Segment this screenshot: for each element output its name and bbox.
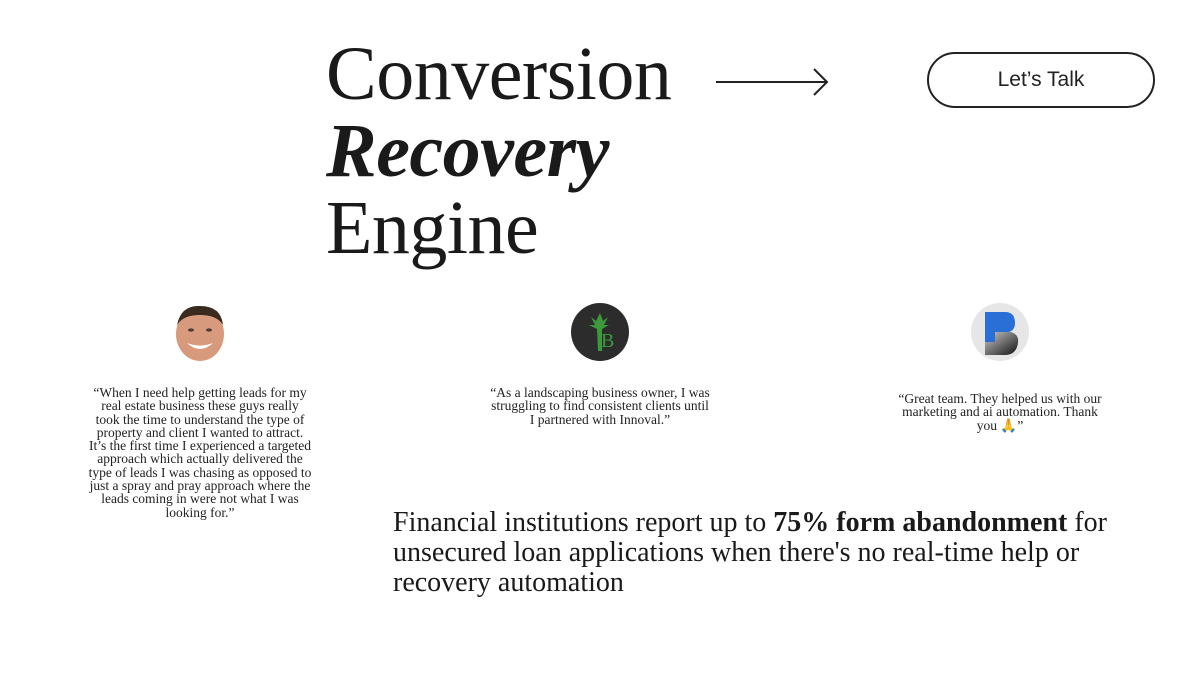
hero-title: Conversion Recovery Engine — [326, 32, 672, 270]
stat-text-after: for unsecured loan applications when the… — [393, 507, 1107, 598]
lets-talk-button[interactable]: Let’s Talk — [927, 52, 1155, 108]
hero-line-3: Engine — [326, 186, 539, 270]
avatar-person — [171, 303, 229, 361]
hero-line-1: Conversion — [326, 32, 672, 116]
testimonial-quote-1: “When I need help getting leads for my r… — [88, 385, 312, 520]
hero-line-2: Recovery — [326, 109, 609, 193]
stat-text-before: Financial institutions report up to — [393, 507, 774, 538]
svg-text:B: B — [601, 330, 614, 352]
testimonial-quote-3: “Great team. They helped us with our mar… — [898, 391, 1102, 433]
testimonial-quote-2: “As a landscaping business owner, I was … — [490, 385, 710, 427]
arrow-right-icon — [716, 68, 829, 96]
stat-statement: Financial institutions report up to 75% … — [393, 508, 1113, 598]
avatar-blue-b-logo — [971, 303, 1029, 361]
avatar-palm-logo: B — [571, 303, 629, 361]
stat-highlight: 75% form abandonment — [773, 507, 1068, 538]
